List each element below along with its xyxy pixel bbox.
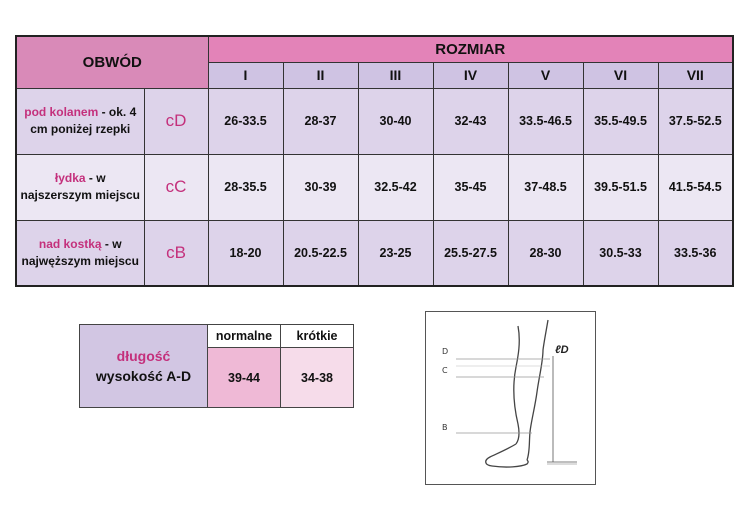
table-cell: 26-33.5: [207, 87, 284, 155]
row-label-rest: - w najszerszym miejscu: [20, 171, 140, 202]
table-cell: 39.5-51.5: [582, 153, 659, 221]
table-cell: 23-25: [357, 219, 434, 287]
length-value-short: 34-38: [280, 347, 354, 408]
row-label-accent: pod kolanem: [24, 105, 99, 119]
table-cell: 28-37: [282, 87, 359, 155]
length-column-short: krótkie: [280, 324, 354, 348]
diagram-letter-c: C: [442, 366, 448, 375]
size-table: OBWÓD ROZMIAR I II III IV V VI VII pod k…: [15, 35, 734, 287]
diagram-mark: ℓD: [555, 344, 569, 356]
row-label: pod kolanem - ok. 4 cm poniżej rzepki: [15, 87, 145, 155]
size-header: II: [282, 61, 359, 89]
length-label: długość wysokość A-D: [79, 324, 208, 408]
header-row: OBWÓD ROZMIAR: [15, 35, 734, 89]
table-row: pod kolanem - ok. 4 cm poniżej rzepki cD…: [15, 87, 734, 155]
length-column-normal: normalne: [207, 324, 281, 348]
leg-drawing: [456, 319, 577, 468]
row-code: cC: [143, 153, 209, 221]
length-table: długość wysokość A-D normalne krótkie 39…: [79, 324, 354, 408]
row-label-accent: łydka: [54, 171, 86, 185]
table-cell: 32-43: [432, 87, 509, 155]
length-values-row: 39-44 34-38: [80, 347, 354, 408]
row-label-rest: - ok. 4 cm poniżej rzepki: [30, 105, 137, 136]
obwod-header: OBWÓD: [15, 35, 209, 89]
table-cell: 28-30: [507, 219, 584, 287]
table-cell: 41.5-54.5: [657, 153, 734, 221]
length-label-accent: długość: [116, 348, 171, 364]
diagram-letter-d: D: [442, 347, 449, 356]
row-label: łydka - w najszerszym miejscu: [15, 153, 145, 221]
row-label-accent: nad kostką: [38, 236, 102, 251]
leg-back-outline: [513, 325, 520, 445]
table-row: nad kostką - w najwęższym miejscu cB 18-…: [15, 219, 734, 287]
size-header: VI: [582, 61, 659, 89]
size-header-row: I II III IV V VI VII: [16, 61, 734, 89]
table-cell: 32.5-42: [357, 153, 434, 221]
table-cell: 18-20: [207, 219, 284, 287]
row-code: cB: [143, 219, 209, 287]
table-cell: 37.5-52.5: [657, 87, 734, 155]
foot-outline: [485, 443, 529, 468]
size-header: VII: [657, 61, 734, 89]
length-value-normal: 39-44: [207, 347, 281, 408]
table-cell: 37-48.5: [507, 153, 584, 221]
length-label-main: wysokość A-D: [95, 368, 192, 384]
row-label: nad kostką - w najwęższym miejscu: [15, 219, 145, 287]
size-header: V: [507, 61, 584, 89]
length-header-row: długość wysokość A-D normalne krótkie: [79, 324, 354, 408]
size-header: I: [207, 61, 284, 89]
table-cell: 33.5-46.5: [507, 87, 584, 155]
table-cell: 25.5-27.5: [432, 219, 509, 287]
leg-measurement-diagram: D C B ℓD: [425, 311, 596, 485]
leg-front-outline: [526, 319, 549, 461]
row-label-rest: - w najwęższym miejscu: [21, 236, 139, 268]
table-cell: 33.5-36: [657, 219, 734, 287]
size-header: III: [357, 61, 434, 89]
table-cell: 30.5-33: [582, 219, 659, 287]
diagram-letter-b: B: [442, 423, 448, 432]
table-cell: 35-45: [432, 153, 509, 221]
rozmiar-header: ROZMIAR: [207, 35, 734, 63]
table-cell: 28-35.5: [207, 153, 284, 221]
table-cell: 20.5-22.5: [282, 219, 359, 287]
row-code: cD: [143, 87, 209, 155]
size-header: IV: [432, 61, 509, 89]
table-cell: 35.5-49.5: [582, 87, 659, 155]
table-cell: 30-39: [282, 153, 359, 221]
table-cell: 30-40: [357, 87, 434, 155]
table-row: łydka - w najszerszym miejscu cC 28-35.5…: [15, 153, 734, 221]
